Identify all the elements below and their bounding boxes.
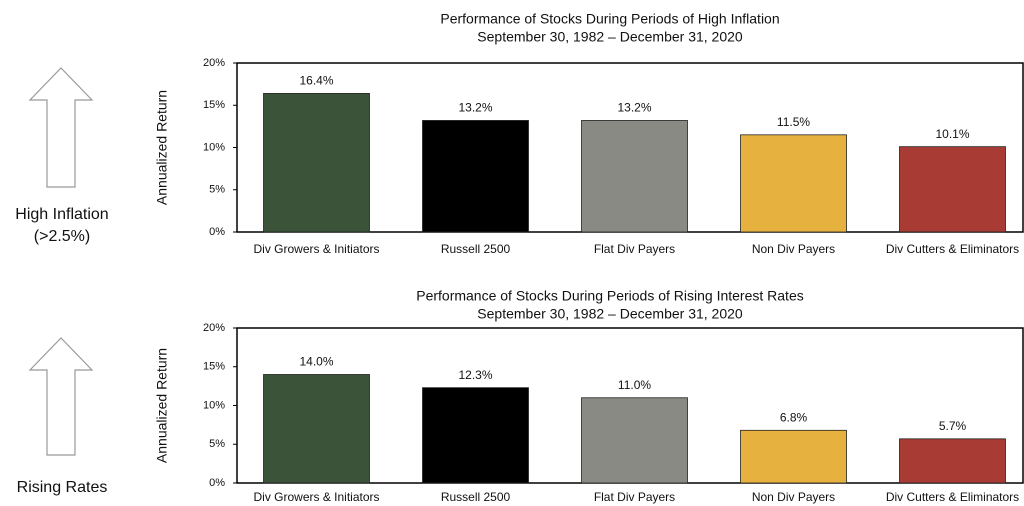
bar: [422, 120, 529, 233]
y-tick-label: 0%: [209, 226, 225, 238]
data-label: 16.4%: [299, 74, 333, 88]
side-label: High Inflation: [15, 206, 108, 223]
chart-subtitle: September 30, 1982 – December 31, 2020: [477, 306, 743, 322]
x-tick-label: Russell 2500: [441, 242, 511, 256]
x-tick-label: Non Div Payers: [752, 242, 835, 256]
arrow-up: [28, 67, 94, 188]
x-tick-label: Flat Div Payers: [594, 242, 675, 256]
y-tick-label: 0%: [209, 477, 225, 489]
y-tick-label: 10%: [203, 141, 225, 153]
y-tick-label: 20%: [203, 322, 225, 334]
x-tick-label: Flat Div Payers: [594, 490, 675, 504]
bar: [581, 120, 688, 233]
data-label: 5.7%: [939, 419, 967, 433]
bar: [899, 146, 1006, 233]
bar: [263, 93, 370, 233]
bar: [581, 397, 688, 484]
chart-title: Performance of Stocks During Periods of …: [440, 11, 779, 27]
chart-title: Performance of Stocks During Periods of …: [416, 288, 804, 304]
data-label: 11.5%: [777, 115, 810, 129]
side-label: Rising Rates: [17, 479, 108, 496]
y-tick-label: 5%: [209, 184, 225, 196]
chart-subtitle: September 30, 1982 – December 31, 2020: [477, 29, 743, 45]
y-axis-label: Annualized Return: [154, 90, 170, 205]
x-tick-label: Non Div Payers: [752, 490, 835, 504]
side-label: (>2.5%): [34, 228, 90, 245]
bar: [263, 374, 370, 484]
x-tick-label: Div Cutters & Eliminators: [886, 490, 1019, 504]
bar: [740, 134, 847, 233]
bar: [899, 438, 1006, 484]
data-label: 6.8%: [780, 410, 808, 424]
data-label: 10.1%: [935, 127, 969, 141]
x-tick-label: Russell 2500: [441, 490, 511, 504]
y-axis-label: Annualized Return: [154, 348, 170, 463]
x-tick-label: Div Growers & Initiators: [253, 242, 379, 256]
y-tick-label: 5%: [209, 438, 225, 450]
y-tick-label: 15%: [203, 99, 225, 111]
x-tick-label: Div Cutters & Eliminators: [886, 242, 1019, 256]
data-label: 11.0%: [618, 378, 651, 392]
y-tick-label: 10%: [203, 399, 225, 411]
data-label: 12.3%: [458, 368, 492, 382]
y-tick-label: 20%: [203, 57, 225, 69]
arrow-up: [28, 337, 94, 456]
bar: [422, 387, 529, 484]
bar: [740, 429, 847, 484]
y-tick-label: 15%: [203, 361, 225, 373]
x-tick-label: Div Growers & Initiators: [253, 490, 379, 504]
data-label: 14.0%: [299, 355, 333, 369]
data-label: 13.2%: [458, 101, 492, 115]
data-label: 13.2%: [617, 101, 651, 115]
